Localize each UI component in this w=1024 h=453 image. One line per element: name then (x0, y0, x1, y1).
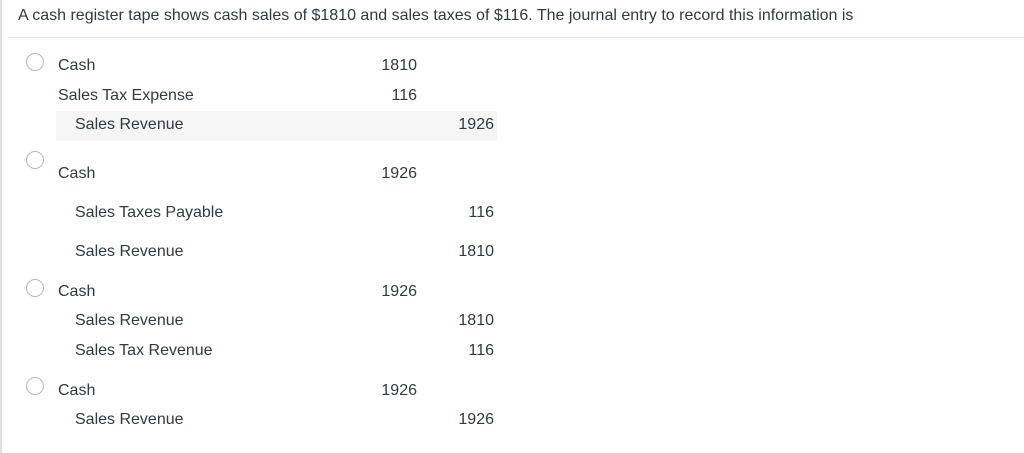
answer-4-radio[interactable] (26, 377, 44, 395)
answer-4-line-1-debit: 1926 (381, 382, 417, 399)
divider (8, 37, 1024, 38)
answer-2-line-2-account: Sales Taxes Payable (75, 204, 224, 221)
answer-2-line-1-account: Cash (58, 165, 96, 182)
answer-1-line-2-debit: 116 (391, 87, 417, 104)
answer-2-line-2-credit: 116 (468, 204, 494, 221)
answer-1-line-1-debit: 1810 (381, 57, 417, 74)
answer-2-line-1-debit: 1926 (381, 165, 417, 182)
answer-3-line-2-account: Sales Revenue (75, 312, 184, 329)
answer-3-line-1-debit: 1926 (381, 283, 417, 300)
answer-1-radio[interactable] (26, 53, 44, 71)
answer-2-line-3-credit: 1810 (458, 243, 494, 260)
answer-3-line-2-credit: 1810 (458, 312, 494, 329)
answer-1-line-3-account: Sales Revenue (75, 116, 184, 133)
answer-3-line-3-credit: 116 (468, 342, 494, 359)
answer-2-radio[interactable] (26, 151, 44, 169)
answer-3-line-3-account: Sales Tax Revenue (75, 342, 213, 359)
answer-1-line-3-credit: 1926 (458, 116, 494, 133)
answer-hover-highlight (56, 111, 497, 141)
question-text: A cash register tape shows cash sales of… (18, 7, 854, 24)
answer-4-line-1-account: Cash (58, 382, 96, 399)
answer-3-line-1-account: Cash (58, 283, 96, 300)
answer-3-radio[interactable] (26, 279, 44, 297)
answer-1-line-2-account: Sales Tax Expense (58, 87, 194, 104)
answer-2-line-3-account: Sales Revenue (75, 243, 184, 260)
answer-4-line-2-credit: 1926 (458, 411, 494, 428)
answer-4-line-2-account: Sales Revenue (75, 411, 184, 428)
answer-1-line-1-account: Cash (58, 57, 96, 74)
